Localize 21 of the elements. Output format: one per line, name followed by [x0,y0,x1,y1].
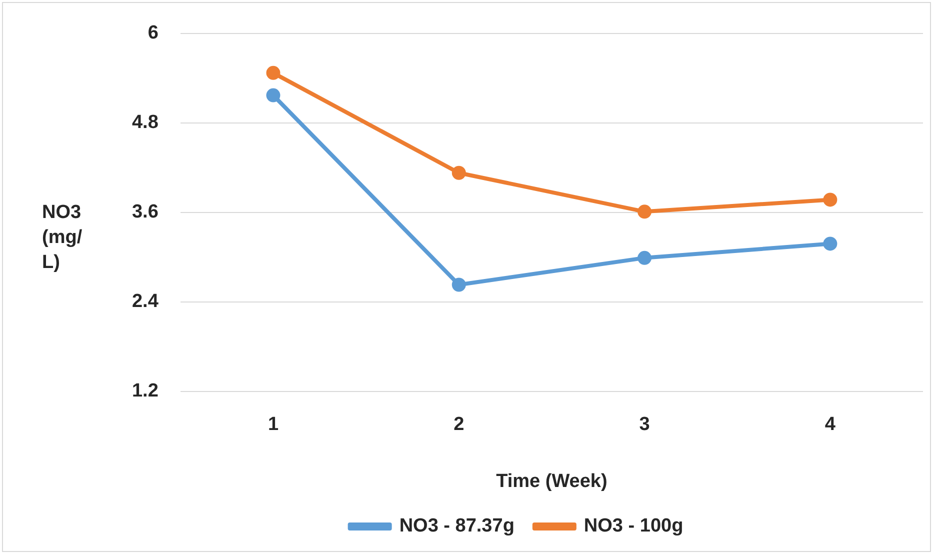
legend-label: NO3 - 87.37g [399,516,514,537]
x-tick-label: 2 [454,414,464,436]
point [823,236,838,251]
x-axis-title: Time (Week) [496,470,608,492]
y-tick-label: 1.2 [132,380,158,402]
y-tick-label: 3.6 [132,202,158,223]
point [823,192,838,207]
point [266,66,280,80]
y-tick-label: 4.8 [132,112,158,134]
point [452,278,466,292]
y-tick-label: 6 [148,22,158,44]
x-tick-label: 3 [639,414,650,436]
y-axis-title: NO3 (mg/L) [42,201,84,275]
point [266,88,280,102]
point [638,250,652,265]
y-tick-label: 2.4 [132,291,159,312]
point [638,204,652,219]
point [452,166,466,180]
x-tick-label: 4 [824,414,836,436]
x-tick-label: 1 [268,414,279,436]
legend-label: NO3 - 100g [584,516,684,537]
